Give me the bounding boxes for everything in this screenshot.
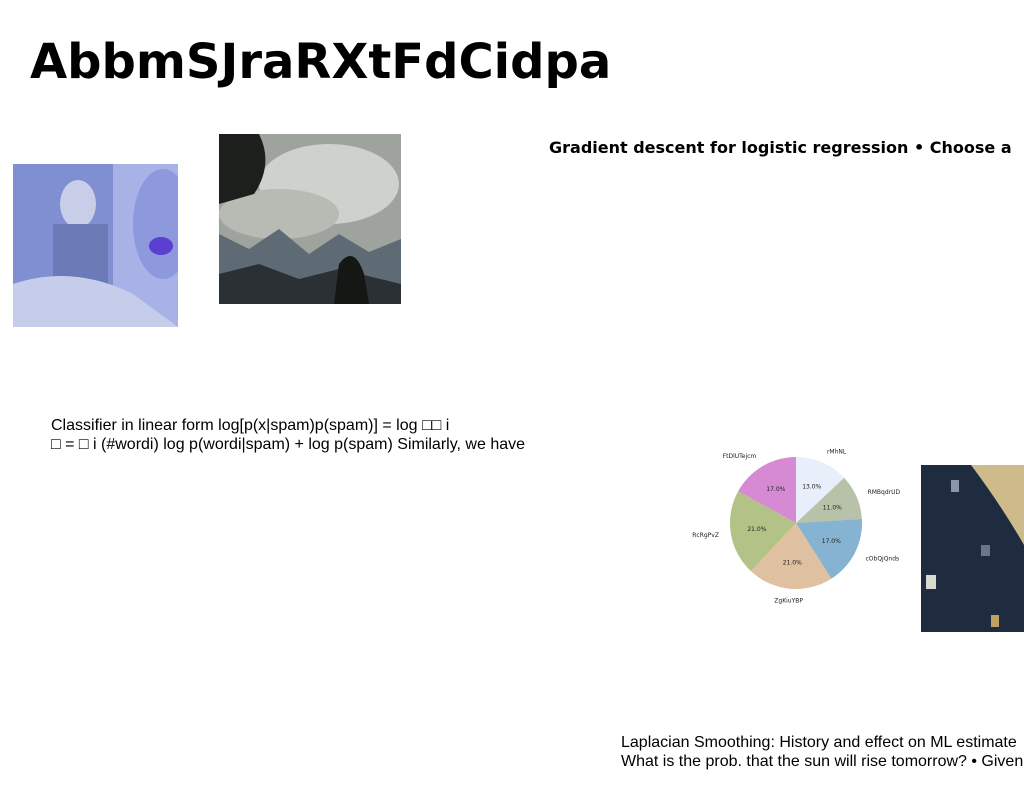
pie-slice-label: FtDlUTejcm <box>723 453 757 460</box>
pie-slice <box>750 523 832 589</box>
pie-chart: 13.0% rMhNL 11.0% RMBqdrUD 17.0% cObQjQnds 21.… <box>690 430 900 620</box>
pie-slice <box>738 457 796 523</box>
pie-slice <box>796 518 862 579</box>
classifier-line-2: □ = □ i (#wordi) log p(wordi|spam) + log… <box>51 436 526 453</box>
pie-slice-label: RMBqdrUD <box>868 489 900 496</box>
classifier-line-1: Classifier in linear form log[p(x|spam)p… <box>51 417 450 434</box>
section-heading: Gradient descent for logistic regression… <box>549 138 1012 157</box>
pie-slice <box>796 477 862 523</box>
laplacian-paragraph: Laplacian Smoothing: History and effect … <box>621 733 1023 771</box>
pie-slice-percent: 13.0% <box>802 484 821 491</box>
pie-slice-label: cObQjQnds <box>865 555 899 562</box>
pie-slice-label: ZgKiuYBP <box>774 598 803 605</box>
pie-slice-percent: 21.0% <box>783 559 802 566</box>
photo-wall <box>921 465 1024 632</box>
pie-slice-percent: 11.0% <box>823 504 842 511</box>
pie-chart-svg: 13.0% rMhNL 11.0% RMBqdrUD 17.0% cObQjQnds 21.… <box>692 448 900 605</box>
pie-slice <box>796 457 845 523</box>
pie-slice-label: RcRgPvZ <box>692 532 719 539</box>
photo-mountains <box>219 134 401 304</box>
classifier-paragraph: Classifier in linear form log[p(x|spam)p… <box>51 416 525 454</box>
pie-slice-percent: 17.0% <box>766 486 785 493</box>
laplacian-line-1: Laplacian Smoothing: History and effect … <box>621 734 1017 751</box>
laplacian-line-2: What is the prob. that the sun will rise… <box>621 753 1024 770</box>
pie-slice <box>730 491 796 572</box>
photo-portrait <box>13 164 178 327</box>
page-title: AbbmSJraRXtFdCidpa <box>30 34 612 90</box>
pie-slice-percent: 21.0% <box>747 526 766 533</box>
pie-slice-label: rMhNL <box>827 448 847 455</box>
pie-slice-percent: 17.0% <box>822 538 841 545</box>
